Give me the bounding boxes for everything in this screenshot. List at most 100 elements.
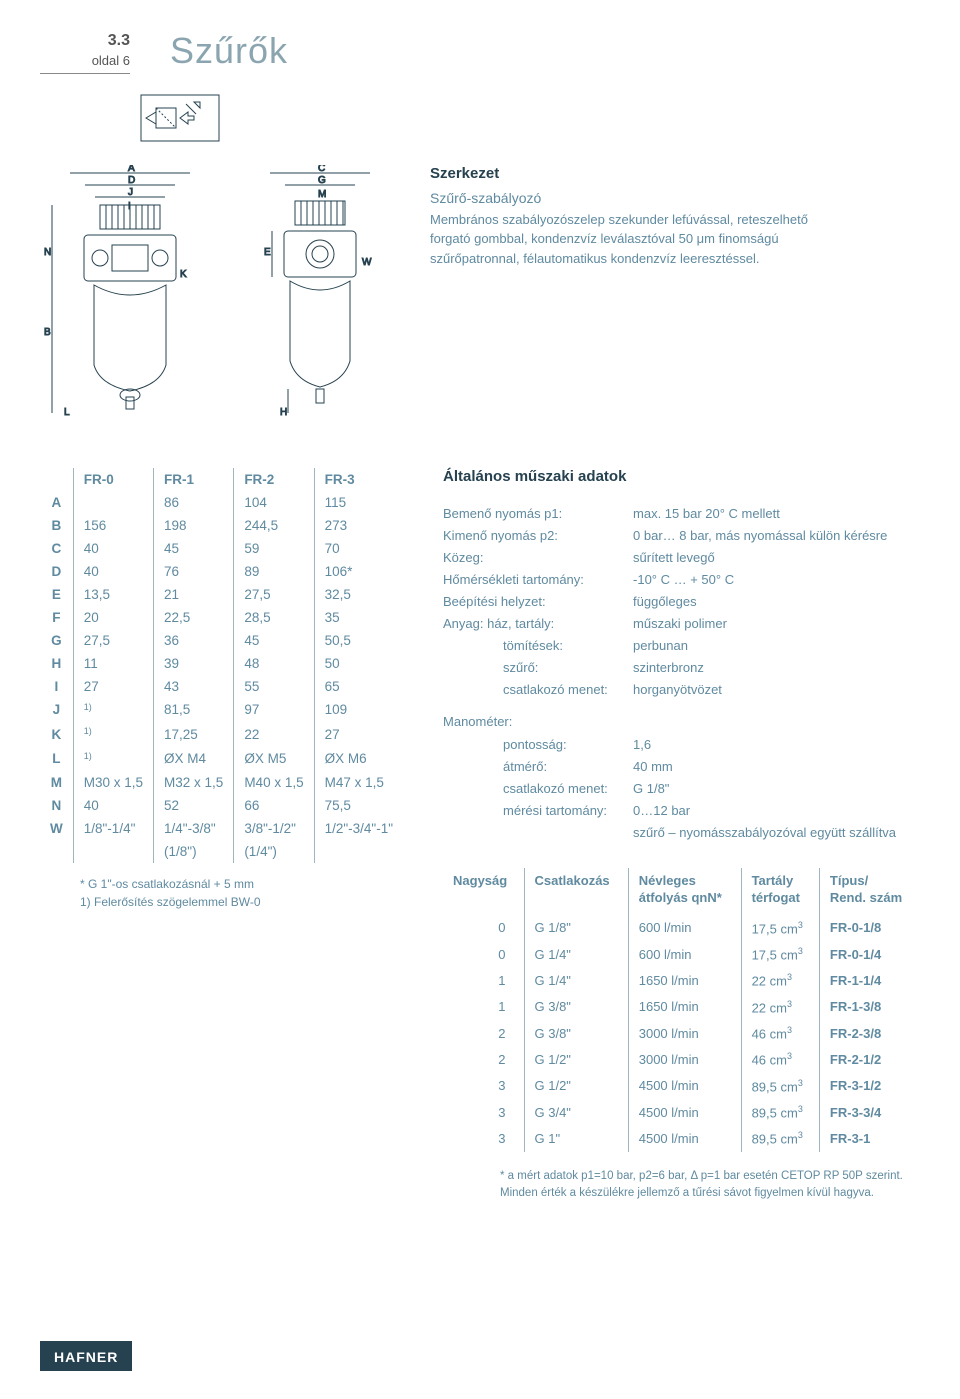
dim-cell: M40 x 1,5 (234, 771, 314, 794)
dim-cell: 1) (73, 722, 153, 747)
dim-cell: 156 (73, 514, 153, 537)
dim-cell: 43 (154, 675, 234, 698)
dim-cell: ØX M4 (154, 747, 234, 772)
dim-col-header: FR-0 (73, 468, 153, 491)
order-cell: 600 l/min (628, 941, 741, 967)
order-cell: 2 (443, 1020, 524, 1046)
dim-cell: 104 (234, 491, 314, 514)
dim-row-label: H (40, 652, 73, 675)
dim-cell: 65 (314, 675, 403, 698)
dim-cell: 273 (314, 514, 403, 537)
dim-cell: 22 (234, 722, 314, 747)
tech-value: horganyötvözet (633, 679, 920, 701)
dim-cell: 70 (314, 537, 403, 560)
table-row: K1)17,252227 (40, 722, 403, 747)
dim-row-label: B (40, 514, 73, 537)
order-cell: G 1/4" (524, 941, 628, 967)
dim-row-label: C (40, 537, 73, 560)
tech-row: Manométer: (443, 711, 920, 733)
order-cell: 600 l/min (628, 915, 741, 941)
tech-label: Manométer: (443, 711, 633, 733)
table-row: A86104115 (40, 491, 403, 514)
tech-heading: Általános műszaki adatok (443, 468, 920, 485)
dim-cell: 198 (154, 514, 234, 537)
section-number: 3.3 (40, 30, 130, 52)
structure-heading: Szerkezet (430, 165, 830, 182)
dim-cell: 40 (73, 537, 153, 560)
dim-row-label: M (40, 771, 73, 794)
tech-label (443, 822, 633, 844)
table-row: 3G 1/2"4500 l/min89,5 cm3FR-3-1/2 (443, 1073, 920, 1099)
tech-value: max. 15 bar 20° C mellett (633, 503, 920, 525)
tech-label: csatlakozó menet: (443, 778, 633, 800)
order-cell: 4500 l/min (628, 1099, 741, 1125)
order-cell: 3000 l/min (628, 1020, 741, 1046)
dim-cell: 106* (314, 560, 403, 583)
tech-row: csatlakozó menet:G 1/8" (443, 778, 920, 800)
dim-cell: M47 x 1,5 (314, 771, 403, 794)
order-cell: 1 (443, 967, 524, 993)
order-col-header: Nagyság (443, 868, 524, 915)
dim-cell (314, 840, 403, 863)
svg-text:M: M (318, 189, 326, 200)
tech-label: mérési tartomány: (443, 800, 633, 822)
dim-cell: 3/8"-1/2" (234, 817, 314, 840)
dim-cell: 32,5 (314, 583, 403, 606)
dim-row-label: L (40, 747, 73, 772)
tech-row: Bemenő nyomás p1:max. 15 bar 20° C melle… (443, 503, 920, 525)
dim-cell: 21 (154, 583, 234, 606)
order-cell: G 3/4" (524, 1099, 628, 1125)
dim-cell: 1) (73, 747, 153, 772)
dim-cell: 40 (73, 560, 153, 583)
tech-row: pontosság:1,6 (443, 734, 920, 756)
dim-cell: 66 (234, 794, 314, 817)
order-cell: G 3/8" (524, 994, 628, 1020)
tech-row: szűrő:szinterbronz (443, 657, 920, 679)
dim-note-1: * G 1"-os csatlakozásnál + 5 mm (80, 875, 403, 893)
order-col-header: Típus/ Rend. szám (819, 868, 920, 915)
dim-row-label: D (40, 560, 73, 583)
dim-row-label (40, 840, 73, 863)
tech-label: tömítések: (443, 635, 633, 657)
dim-row-label: F (40, 606, 73, 629)
table-row: 0G 1/4"600 l/min17,5 cm3FR-0-1/4 (443, 941, 920, 967)
tech-value: 0…12 bar (633, 800, 920, 822)
order-cell: FR-3-1 (819, 1125, 920, 1151)
dim-cell: 28,5 (234, 606, 314, 629)
dim-cell: 55 (234, 675, 314, 698)
tech-label: szűrő: (443, 657, 633, 679)
tech-value: szinterbronz (633, 657, 920, 679)
dim-cell: 45 (154, 537, 234, 560)
header: 3.3 oldal 6 Szűrők (40, 30, 920, 74)
svg-text:L: L (64, 407, 70, 418)
page-label: oldal 6 (40, 52, 130, 70)
order-cell: 22 cm3 (741, 994, 819, 1020)
svg-text:A: A (128, 165, 135, 174)
dim-row-label: W (40, 817, 73, 840)
order-cell: 4500 l/min (628, 1125, 741, 1151)
table-row: 2G 1/2"3000 l/min46 cm3FR-2-1/2 (443, 1046, 920, 1072)
table-row: B156198244,5273 (40, 514, 403, 537)
order-col-header: Csatlakozás (524, 868, 628, 915)
order-cell: 1 (443, 994, 524, 1020)
dim-row-label: I (40, 675, 73, 698)
structure-text: Szerkezet Szűrő-szabályozó Membrános sza… (430, 165, 830, 269)
order-cell: FR-1-1/4 (819, 967, 920, 993)
dim-cell: 1/2"-3/4"-1" (314, 817, 403, 840)
tech-label: Közeg: (443, 547, 633, 569)
tech-label: Anyag: ház, tartály: (443, 613, 633, 635)
dim-cell: 89 (234, 560, 314, 583)
brand-badge: HAFNER (40, 1341, 132, 1371)
dim-cell: (1/4") (234, 840, 314, 863)
svg-text:N: N (44, 247, 51, 258)
dim-cell: 1/4"-3/8" (154, 817, 234, 840)
table-row: 0G 1/8"600 l/min17,5 cm3FR-0-1/8 (443, 915, 920, 941)
tech-value: 1,6 (633, 734, 920, 756)
dimension-notes: * G 1"-os csatlakozásnál + 5 mm 1) Feler… (80, 875, 403, 911)
dim-cell: 76 (154, 560, 234, 583)
dimension-block: FR-0FR-1FR-2FR-3 A86104115B156198244,527… (40, 468, 403, 912)
order-cell: FR-3-3/4 (819, 1099, 920, 1125)
order-cell: 1650 l/min (628, 967, 741, 993)
order-cell: FR-3-1/2 (819, 1073, 920, 1099)
svg-text:C: C (318, 165, 325, 174)
